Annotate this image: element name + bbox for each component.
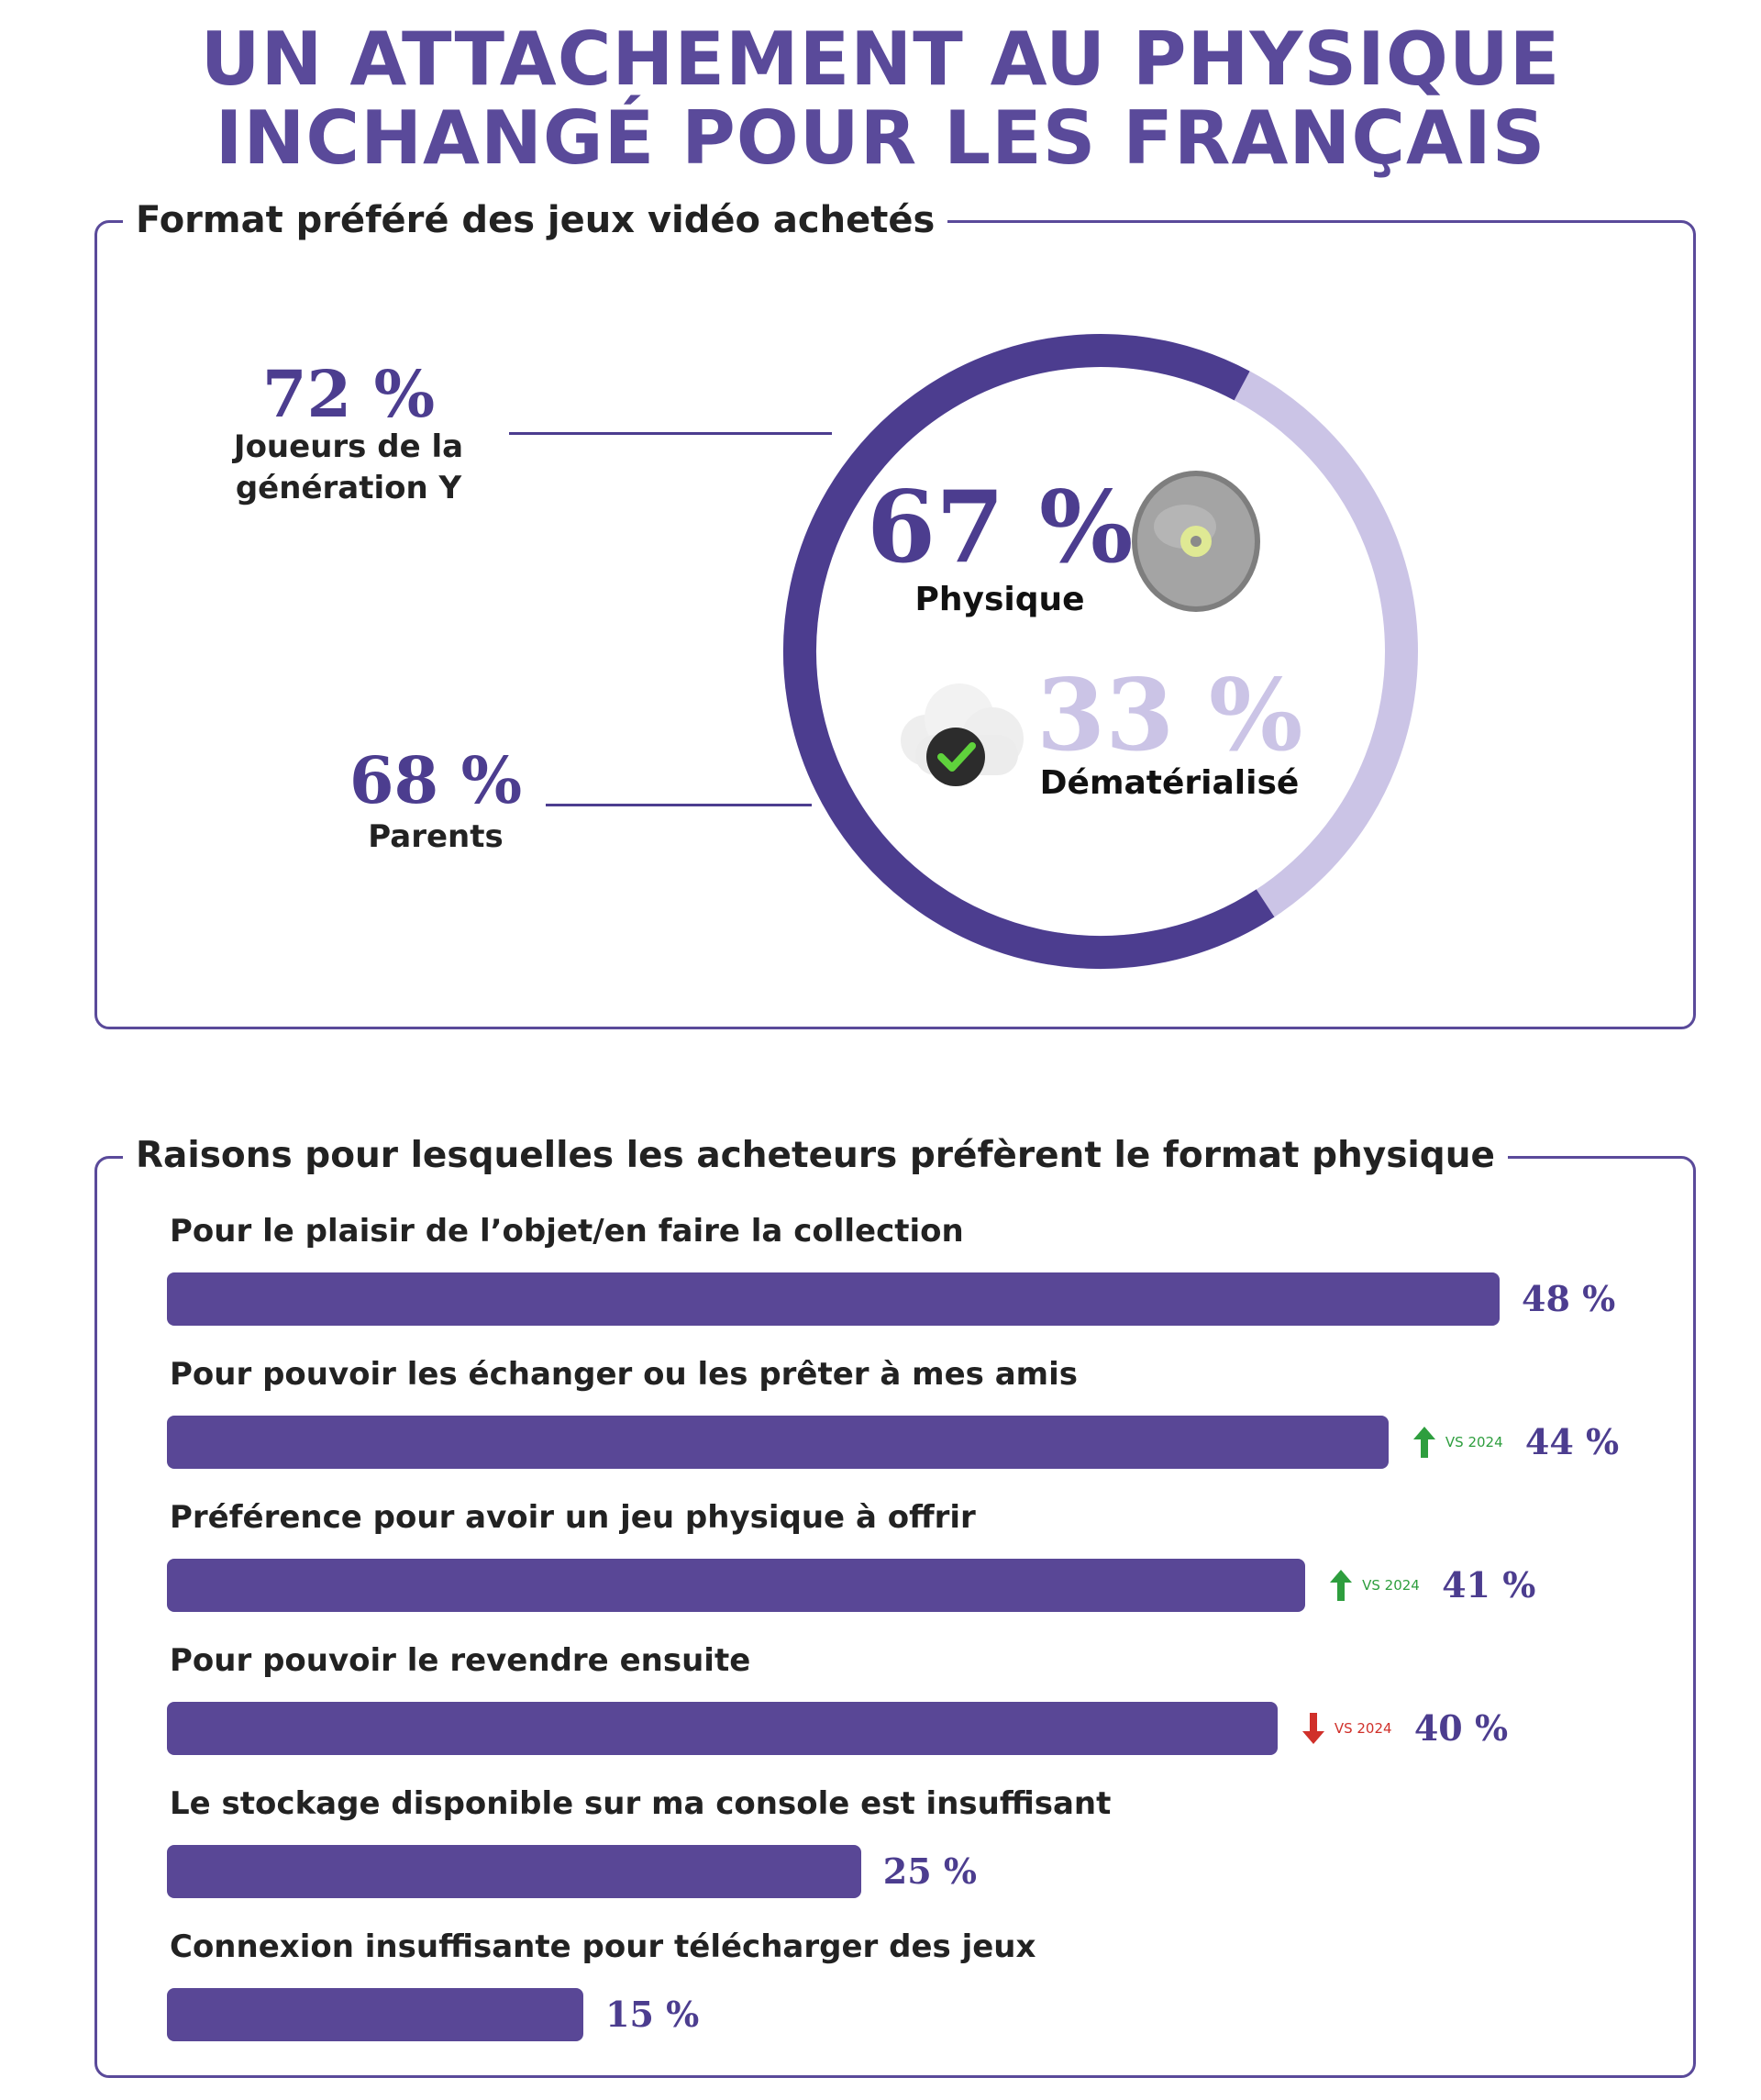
trend-text-2: VS 2024 — [1445, 1434, 1503, 1450]
bar-1 — [167, 1272, 1500, 1326]
parents-percent: 68 % — [349, 742, 523, 818]
trend-indicator-2: VS 2024 — [1411, 1420, 1503, 1464]
dematerialise-percent: 33 % — [1036, 658, 1303, 773]
format-panel-title: Format préféré des jeux vidéo achetés — [123, 198, 948, 242]
bar-label-5: Le stockage disponible sur ma console es… — [170, 1785, 1112, 1822]
bar-value-1: 48 % — [1522, 1278, 1616, 1319]
bar-value-5: 25 % — [882, 1850, 977, 1892]
parents-connector — [546, 804, 812, 806]
bar-label-4: Pour pouvoir le revendre ensuite — [170, 1642, 751, 1679]
arrow-up-icon — [1330, 1570, 1353, 1601]
donut-slice-physique — [783, 334, 1418, 969]
arrow-down-icon — [1301, 1713, 1324, 1744]
trend-indicator-4: VS 2024 — [1300, 1706, 1392, 1750]
dematerialise-label: Dématérialisé — [1039, 764, 1300, 802]
gen-y-label-line1: Joueurs de la — [233, 428, 464, 465]
disc-icon — [1132, 471, 1260, 612]
bar-6 — [167, 1988, 584, 2041]
physique-label: Physique — [914, 581, 1085, 618]
bar-value-3: 41 % — [1442, 1564, 1536, 1606]
bar-5 — [167, 1845, 861, 1898]
trend-text-3: VS 2024 — [1362, 1577, 1420, 1594]
title-line-2: INCHANGÉ POUR LES FRANÇAIS — [215, 95, 1546, 181]
gen-y-percent: 72 % — [261, 356, 436, 432]
bar-value-4: 40 % — [1413, 1707, 1509, 1749]
bar-label-1: Pour le plaisir de l’objet/en faire la c… — [170, 1213, 964, 1250]
gen-y-connector — [509, 432, 832, 435]
reasons-panel-title: Raisons pour lesquelles les acheteurs pr… — [123, 1134, 1508, 1178]
page-title: UN ATTACHEMENT AU PHYSIQUE INCHANGÉ POUR… — [0, 20, 1761, 178]
bar-label-6: Connexion insuffisante pour télécharger … — [170, 1928, 1036, 1965]
arrow-up-icon — [1412, 1427, 1435, 1458]
bar-2 — [167, 1416, 1389, 1469]
gen-y-label-line2: génération Y — [235, 470, 462, 506]
bar-value-2: 44 % — [1524, 1421, 1620, 1462]
physique-percent: 67 % — [867, 470, 1134, 585]
bar-value-6: 15 % — [605, 1994, 700, 2035]
trend-text-4: VS 2024 — [1334, 1720, 1392, 1737]
format-donut — [783, 334, 1418, 969]
bar-label-2: Pour pouvoir les échanger ou les prêter … — [170, 1356, 1079, 1393]
bar-label-3: Préférence pour avoir un jeu physique à … — [170, 1499, 976, 1536]
title-line-1: UN ATTACHEMENT AU PHYSIQUE — [200, 17, 1561, 102]
bar-4 — [167, 1702, 1278, 1755]
bar-3 — [167, 1559, 1306, 1612]
gen-y-label: Joueurs de la génération Y — [211, 427, 486, 509]
cloud-check-icon — [901, 683, 1024, 786]
parents-label: Parents — [368, 818, 504, 855]
trend-indicator-3: VS 2024 — [1327, 1563, 1420, 1607]
